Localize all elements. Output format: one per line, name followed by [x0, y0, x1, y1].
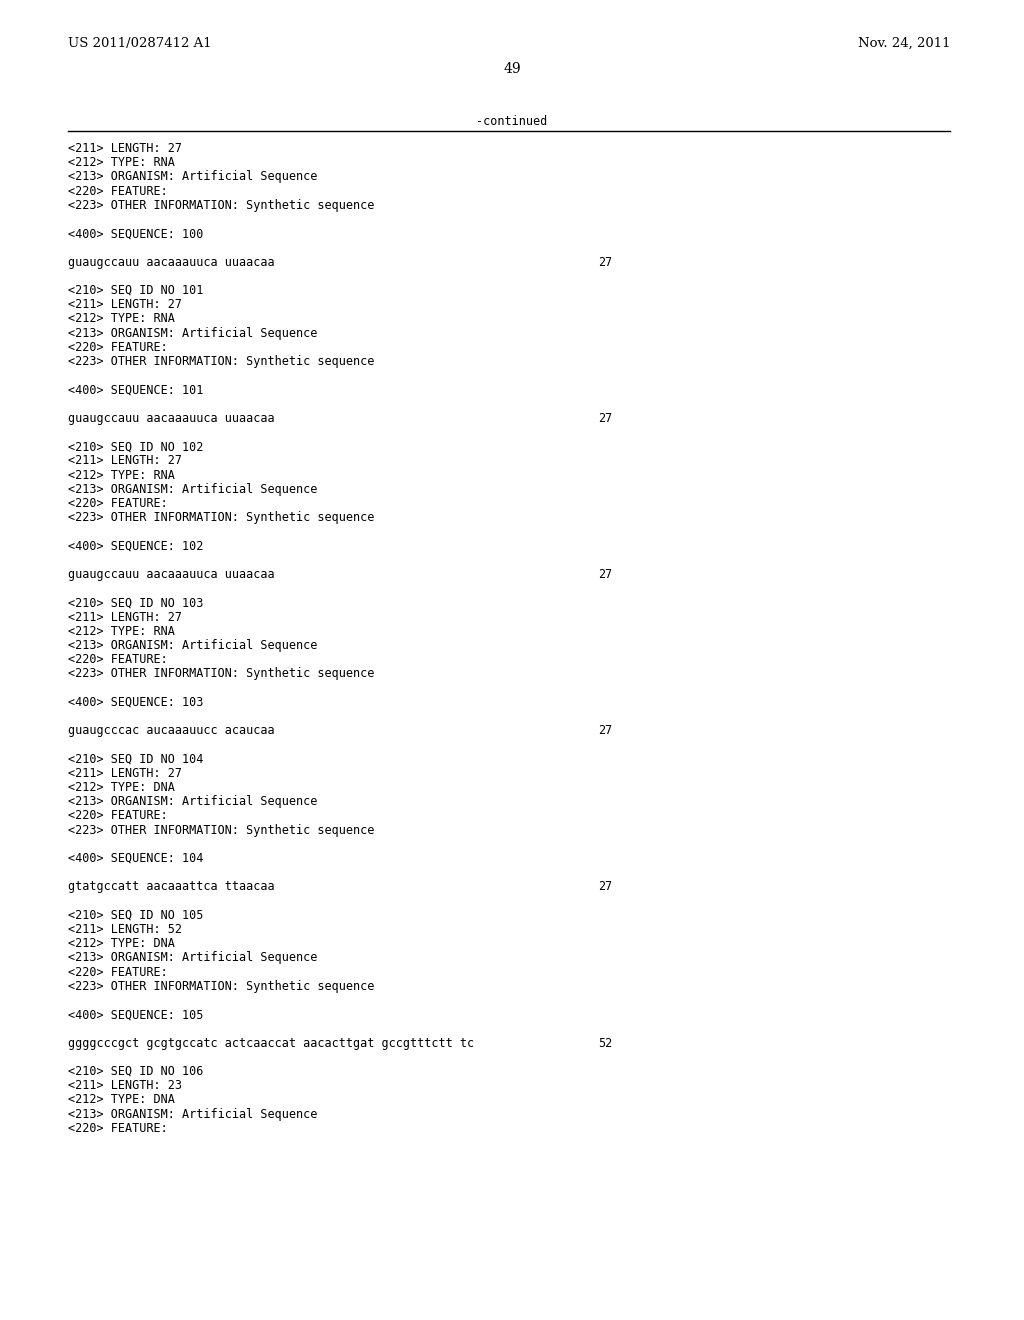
Text: <220> FEATURE:: <220> FEATURE:	[68, 341, 168, 354]
Text: <220> FEATURE:: <220> FEATURE:	[68, 966, 168, 978]
Text: <211> LENGTH: 27: <211> LENGTH: 27	[68, 298, 182, 312]
Text: <400> SEQUENCE: 103: <400> SEQUENCE: 103	[68, 696, 204, 709]
Text: 27: 27	[598, 880, 612, 894]
Text: 27: 27	[598, 412, 612, 425]
Text: <223> OTHER INFORMATION: Synthetic sequence: <223> OTHER INFORMATION: Synthetic seque…	[68, 355, 375, 368]
Text: <212> TYPE: RNA: <212> TYPE: RNA	[68, 156, 175, 169]
Text: 27: 27	[598, 256, 612, 268]
Text: 27: 27	[598, 568, 612, 581]
Text: <210> SEQ ID NO 104: <210> SEQ ID NO 104	[68, 752, 204, 766]
Text: <213> ORGANISM: Artificial Sequence: <213> ORGANISM: Artificial Sequence	[68, 326, 317, 339]
Text: <223> OTHER INFORMATION: Synthetic sequence: <223> OTHER INFORMATION: Synthetic seque…	[68, 668, 375, 680]
Text: <211> LENGTH: 27: <211> LENGTH: 27	[68, 454, 182, 467]
Text: <213> ORGANISM: Artificial Sequence: <213> ORGANISM: Artificial Sequence	[68, 1107, 317, 1121]
Text: <220> FEATURE:: <220> FEATURE:	[68, 185, 168, 198]
Text: Nov. 24, 2011: Nov. 24, 2011	[857, 37, 950, 50]
Text: <213> ORGANISM: Artificial Sequence: <213> ORGANISM: Artificial Sequence	[68, 795, 317, 808]
Text: 27: 27	[598, 725, 612, 737]
Text: <220> FEATURE:: <220> FEATURE:	[68, 498, 168, 510]
Text: <210> SEQ ID NO 105: <210> SEQ ID NO 105	[68, 908, 204, 921]
Text: <213> ORGANISM: Artificial Sequence: <213> ORGANISM: Artificial Sequence	[68, 170, 317, 183]
Text: ggggcccgct gcgtgccatc actcaaccat aacacttgat gccgtttctt tc: ggggcccgct gcgtgccatc actcaaccat aacactt…	[68, 1036, 474, 1049]
Text: <220> FEATURE:: <220> FEATURE:	[68, 653, 168, 667]
Text: <211> LENGTH: 52: <211> LENGTH: 52	[68, 923, 182, 936]
Text: <400> SEQUENCE: 105: <400> SEQUENCE: 105	[68, 1008, 204, 1022]
Text: -continued: -continued	[476, 115, 548, 128]
Text: <400> SEQUENCE: 102: <400> SEQUENCE: 102	[68, 540, 204, 553]
Text: 49: 49	[503, 62, 521, 77]
Text: <211> LENGTH: 27: <211> LENGTH: 27	[68, 143, 182, 154]
Text: <210> SEQ ID NO 101: <210> SEQ ID NO 101	[68, 284, 204, 297]
Text: <213> ORGANISM: Artificial Sequence: <213> ORGANISM: Artificial Sequence	[68, 483, 317, 496]
Text: <223> OTHER INFORMATION: Synthetic sequence: <223> OTHER INFORMATION: Synthetic seque…	[68, 199, 375, 211]
Text: <223> OTHER INFORMATION: Synthetic sequence: <223> OTHER INFORMATION: Synthetic seque…	[68, 824, 375, 837]
Text: <400> SEQUENCE: 101: <400> SEQUENCE: 101	[68, 383, 204, 396]
Text: <211> LENGTH: 27: <211> LENGTH: 27	[68, 767, 182, 780]
Text: <212> TYPE: DNA: <212> TYPE: DNA	[68, 937, 175, 950]
Text: guaugcccac aucaaauucc acaucaa: guaugcccac aucaaauucc acaucaa	[68, 725, 274, 737]
Text: <400> SEQUENCE: 104: <400> SEQUENCE: 104	[68, 851, 204, 865]
Text: <223> OTHER INFORMATION: Synthetic sequence: <223> OTHER INFORMATION: Synthetic seque…	[68, 511, 375, 524]
Text: <210> SEQ ID NO 102: <210> SEQ ID NO 102	[68, 440, 204, 453]
Text: <220> FEATURE:: <220> FEATURE:	[68, 1122, 168, 1135]
Text: guaugccauu aacaaauuca uuaacaa: guaugccauu aacaaauuca uuaacaa	[68, 568, 274, 581]
Text: <211> LENGTH: 27: <211> LENGTH: 27	[68, 611, 182, 623]
Text: guaugccauu aacaaauuca uuaacaa: guaugccauu aacaaauuca uuaacaa	[68, 256, 274, 268]
Text: <213> ORGANISM: Artificial Sequence: <213> ORGANISM: Artificial Sequence	[68, 952, 317, 965]
Text: <212> TYPE: DNA: <212> TYPE: DNA	[68, 781, 175, 795]
Text: <212> TYPE: RNA: <212> TYPE: RNA	[68, 313, 175, 326]
Text: US 2011/0287412 A1: US 2011/0287412 A1	[68, 37, 212, 50]
Text: 52: 52	[598, 1036, 612, 1049]
Text: <211> LENGTH: 23: <211> LENGTH: 23	[68, 1080, 182, 1092]
Text: <223> OTHER INFORMATION: Synthetic sequence: <223> OTHER INFORMATION: Synthetic seque…	[68, 979, 375, 993]
Text: <213> ORGANISM: Artificial Sequence: <213> ORGANISM: Artificial Sequence	[68, 639, 317, 652]
Text: guaugccauu aacaaauuca uuaacaa: guaugccauu aacaaauuca uuaacaa	[68, 412, 274, 425]
Text: <220> FEATURE:: <220> FEATURE:	[68, 809, 168, 822]
Text: <212> TYPE: RNA: <212> TYPE: RNA	[68, 469, 175, 482]
Text: <212> TYPE: RNA: <212> TYPE: RNA	[68, 624, 175, 638]
Text: <212> TYPE: DNA: <212> TYPE: DNA	[68, 1093, 175, 1106]
Text: gtatgccatt aacaaattca ttaacaa: gtatgccatt aacaaattca ttaacaa	[68, 880, 274, 894]
Text: <210> SEQ ID NO 106: <210> SEQ ID NO 106	[68, 1065, 204, 1078]
Text: <210> SEQ ID NO 103: <210> SEQ ID NO 103	[68, 597, 204, 610]
Text: <400> SEQUENCE: 100: <400> SEQUENCE: 100	[68, 227, 204, 240]
